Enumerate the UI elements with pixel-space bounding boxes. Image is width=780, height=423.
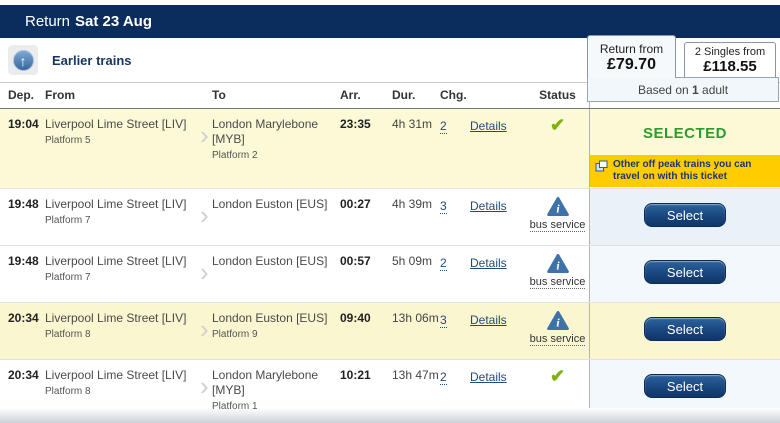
warning-triangle-icon: i xyxy=(546,197,569,216)
duration: 13h 06m xyxy=(392,311,439,325)
price-summary-panel: Return from £79.70 2 Singles from £118.5… xyxy=(587,35,779,102)
up-arrow-icon[interactable]: ↑ xyxy=(12,49,34,71)
duration: 4h 39m xyxy=(392,197,433,211)
chevron-icon: › xyxy=(200,257,209,287)
from-platform: Platform 8 xyxy=(45,329,91,340)
svg-text:i: i xyxy=(556,259,560,272)
from-station: Liverpool Lime Street [LIV] Platform 7 xyxy=(45,197,200,226)
col-header-dur: Dur. xyxy=(392,88,416,102)
departure-time: 19:48 xyxy=(8,197,39,211)
based-on-note: Based on 1 adult xyxy=(587,77,779,102)
table-row: 20:34 Liverpool Lime Street [LIV] Platfo… xyxy=(0,302,780,359)
departure-time: 20:34 xyxy=(8,311,39,325)
bus-service-link[interactable]: bus service xyxy=(529,333,586,346)
changes-link[interactable]: 2 xyxy=(440,370,447,385)
table-row: 19:48 Liverpool Lime Street [LIV] Platfo… xyxy=(0,245,780,302)
tab-singles-price[interactable]: 2 Singles from £118.55 xyxy=(684,42,776,77)
duration: 13h 47m xyxy=(392,368,439,382)
col-header-arr: Arr. xyxy=(340,88,361,102)
changes-link[interactable]: 2 xyxy=(440,119,447,134)
warning-triangle-icon: i xyxy=(546,254,569,273)
svg-text:i: i xyxy=(556,316,560,329)
table-row: 19:48 Liverpool Lime Street [LIV] Platfo… xyxy=(0,188,780,245)
details-link[interactable]: Details xyxy=(470,313,507,327)
singles-from-label: 2 Singles from xyxy=(694,46,766,58)
to-station: London Euston [EUS] xyxy=(212,197,328,211)
col-header-from: From xyxy=(45,88,75,102)
table-row: 20:34 Liverpool Lime Street [LIV] Platfo… xyxy=(0,359,780,412)
page-bottom-edge xyxy=(0,408,780,423)
select-button[interactable]: Select xyxy=(644,260,726,284)
departure-time: 19:48 xyxy=(8,254,39,268)
arrival-time: 09:40 xyxy=(340,311,371,325)
changes-link[interactable]: 2 xyxy=(440,256,447,271)
changes-link[interactable]: 3 xyxy=(440,199,447,214)
selected-badge: SELECTED xyxy=(642,125,727,142)
adult-count: 1 xyxy=(692,83,699,97)
return-price: £79.70 xyxy=(607,56,656,73)
journey-header-bar: Return Sat 23 Aug xyxy=(0,5,780,38)
return-from-label: Return from xyxy=(599,42,664,56)
to-platform: Platform 2 xyxy=(212,150,258,161)
changes-link[interactable]: 3 xyxy=(440,313,447,328)
journey-date: Sat 23 Aug xyxy=(75,13,152,30)
ok-check-icon: ✔ xyxy=(549,366,566,386)
from-station: Liverpool Lime Street [LIV] Platform 8 xyxy=(45,368,200,397)
select-button[interactable]: Select xyxy=(644,317,726,341)
select-button[interactable]: Select xyxy=(644,374,726,398)
col-header-chg: Chg. xyxy=(440,88,467,102)
col-header-dep: Dep. xyxy=(8,88,35,102)
arrival-time: 00:57 xyxy=(340,254,371,268)
details-link[interactable]: Details xyxy=(470,370,507,384)
col-header-status: Status xyxy=(539,88,576,102)
from-platform: Platform 5 xyxy=(45,135,91,146)
from-platform: Platform 7 xyxy=(45,215,91,226)
arrival-time: 23:35 xyxy=(340,117,371,131)
ok-check-icon: ✔ xyxy=(549,115,566,135)
to-station: London Euston [EUS] xyxy=(212,254,328,268)
departure-time: 19:04 xyxy=(8,117,39,131)
tab-return-price[interactable]: Return from £79.70 xyxy=(587,35,676,78)
from-station: Liverpool Lime Street [LIV] Platform 7 xyxy=(45,254,200,283)
select-button[interactable]: Select xyxy=(644,203,726,227)
arrival-time: 10:21 xyxy=(340,368,371,382)
chevron-icon: › xyxy=(200,314,209,344)
to-station: London Euston [EUS] Platform 9 xyxy=(212,311,340,340)
departure-time: 20:34 xyxy=(8,368,39,382)
to-station: London Marylebone [MYB] Platform 1 xyxy=(212,368,340,412)
table-row: 19:04 Liverpool Lime Street [LIV] Platfo… xyxy=(0,109,780,188)
svg-text:i: i xyxy=(556,202,560,215)
to-platform: Platform 1 xyxy=(212,401,258,412)
windows-icon xyxy=(595,160,608,172)
duration: 4h 31m xyxy=(392,117,433,131)
offpeak-notice: Other off peak trains you can travel on … xyxy=(590,155,780,187)
to-station: London Marylebone [MYB] Platform 2 xyxy=(212,117,340,161)
chevron-icon: › xyxy=(200,120,209,150)
earlier-trains-icon-bg: ↑ xyxy=(8,45,38,75)
earlier-trains-label: Earlier trains xyxy=(52,52,132,68)
details-link[interactable]: Details xyxy=(470,199,507,213)
journey-type-label: Return xyxy=(25,13,71,30)
warning-triangle-icon: i xyxy=(546,311,569,330)
arrival-time: 00:27 xyxy=(340,197,371,211)
from-platform: Platform 7 xyxy=(45,272,91,283)
col-header-to: To xyxy=(212,88,226,102)
chevron-icon: › xyxy=(200,200,209,230)
details-link[interactable]: Details xyxy=(470,119,507,133)
bus-service-link[interactable]: bus service xyxy=(529,219,586,232)
from-platform: Platform 8 xyxy=(45,386,91,397)
chevron-icon: › xyxy=(200,371,209,401)
offpeak-notice-text: Other off peak trains you can travel on … xyxy=(613,159,752,182)
to-platform: Platform 9 xyxy=(212,329,258,340)
details-link[interactable]: Details xyxy=(470,256,507,270)
bus-service-link[interactable]: bus service xyxy=(529,276,586,289)
from-station: Liverpool Lime Street [LIV] Platform 5 xyxy=(45,117,200,146)
duration: 5h 09m xyxy=(392,254,433,268)
singles-price: £118.55 xyxy=(703,58,757,75)
from-station: Liverpool Lime Street [LIV] Platform 8 xyxy=(45,311,200,340)
